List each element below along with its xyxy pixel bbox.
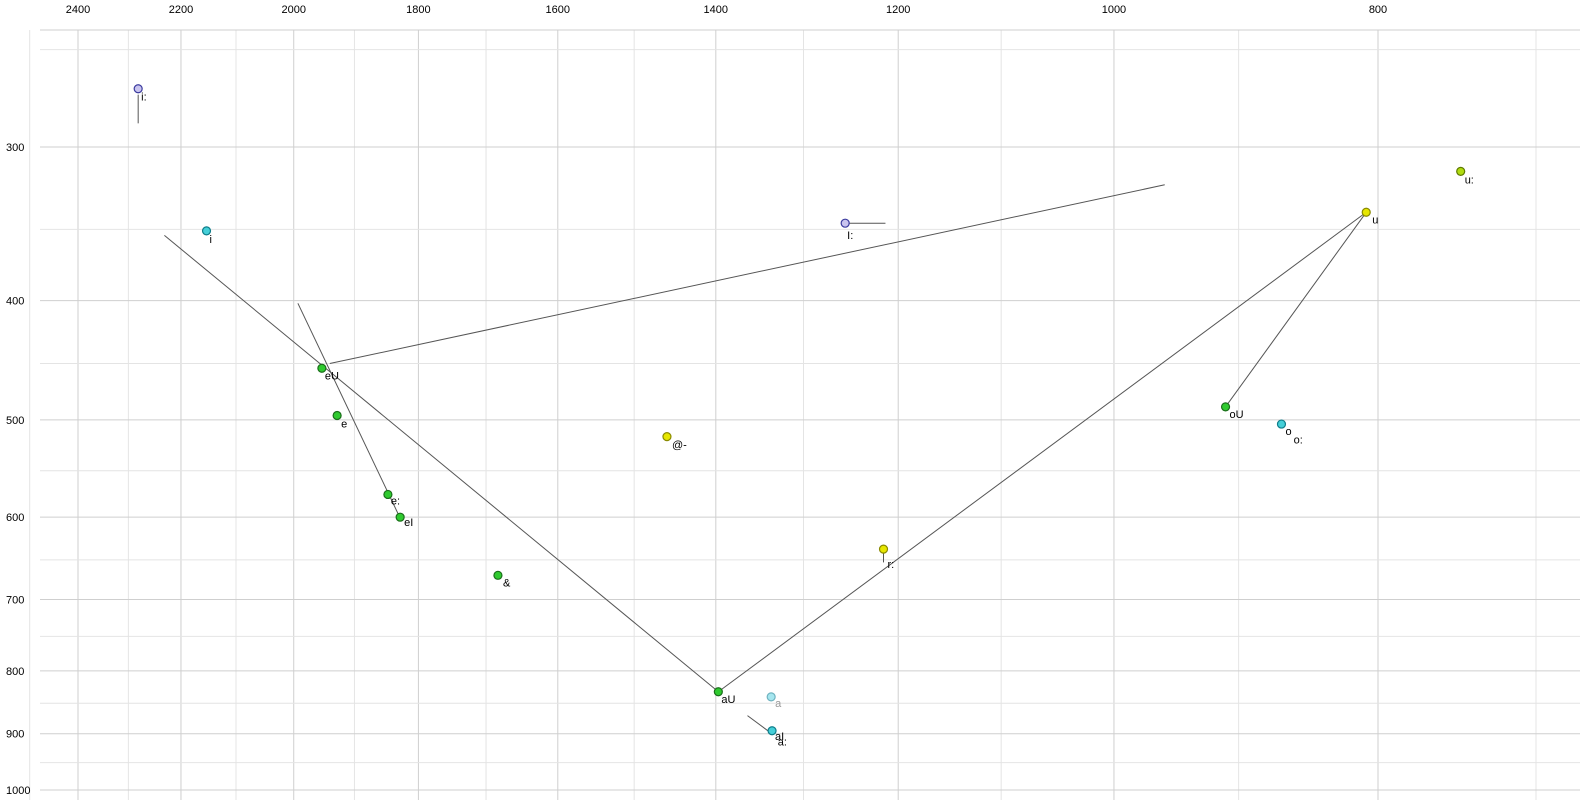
vowel-label-eU: eU <box>325 370 339 382</box>
y-tick-label-600: 600 <box>6 512 24 524</box>
vowel-point-e[interactable] <box>332 410 342 421</box>
y-tick-label-1000: 1000 <box>6 785 30 797</box>
vowel-label-i: i <box>210 234 212 246</box>
vowel-label-I:: I: <box>847 230 853 242</box>
y-tick-label-800: 800 <box>6 666 24 678</box>
vowel-label-aI: aI <box>775 731 784 743</box>
vowel-point-aU[interactable] <box>713 687 723 697</box>
vowel-label-o: o <box>1285 426 1291 438</box>
vowel-label-aU: aU <box>721 694 735 706</box>
vowel-label-o:: o: <box>1294 435 1303 447</box>
vowel-point-eI[interactable] <box>395 512 405 522</box>
vowel-point-r:[interactable] <box>878 544 889 554</box>
x-tick-label-2000: 2000 <box>282 4 306 16</box>
segment-eI-onglide-trajectory <box>297 303 400 516</box>
vowel-point-@-[interactable] <box>662 432 672 442</box>
x-tick-label-2400: 2400 <box>66 4 90 16</box>
segment-front-closing-trajectory <box>164 235 719 693</box>
vowel-point-eU[interactable] <box>317 363 327 373</box>
y-tick-label-900: 900 <box>6 729 24 741</box>
segment-eU-offglide-trajectory <box>329 184 1165 365</box>
vowel-label-e:: e: <box>391 495 400 507</box>
x-tick-label-1200: 1200 <box>886 4 910 16</box>
vowel-label-&: & <box>503 577 511 589</box>
x-tick-label-1400: 1400 <box>704 4 728 16</box>
y-tick-label-300: 300 <box>6 142 24 154</box>
vowel-label-@-: @- <box>672 440 687 452</box>
x-tick-label-1600: 1600 <box>546 4 570 16</box>
vowel-point-oU[interactable] <box>1220 402 1231 412</box>
vowel-label-i:: i: <box>141 92 147 104</box>
vowel-label-oU: oU <box>1230 409 1244 421</box>
segment-aU-offglide-trajectory <box>718 211 1367 693</box>
x-tick-label-2200: 2200 <box>169 4 193 16</box>
segment-aI-onglide-tail <box>747 715 770 733</box>
vowel-label-u: u <box>1372 214 1378 226</box>
x-tick-label-1000: 1000 <box>1102 4 1126 16</box>
vowel-label-a: a <box>775 698 782 710</box>
vowel-point-i:[interactable] <box>133 84 143 94</box>
vowel-point-I:[interactable] <box>840 218 850 228</box>
vowel-point-o[interactable] <box>1276 419 1287 429</box>
vowel-point-i[interactable] <box>201 226 212 236</box>
vowel-point-a[interactable] <box>766 692 776 702</box>
vowel-point-u[interactable] <box>1361 207 1371 217</box>
vowel-point-aI[interactable] <box>767 726 777 736</box>
vowel-point-e:[interactable] <box>383 489 393 500</box>
y-tick-label-400: 400 <box>6 296 24 308</box>
vowel-label-u:: u: <box>1465 174 1474 186</box>
y-tick-label-500: 500 <box>6 415 24 427</box>
vowel-point-&[interactable] <box>493 570 503 580</box>
segment-oU-offglide-trajectory <box>1225 211 1367 408</box>
y-tick-label-700: 700 <box>6 595 24 607</box>
x-tick-label-800: 800 <box>1369 4 1387 16</box>
vowel-label-r:: r: <box>888 559 895 571</box>
vowel-label-e: e <box>341 419 347 431</box>
vowel-point-u:[interactable] <box>1456 166 1466 176</box>
vowel-label-a:: a: <box>778 737 787 749</box>
x-tick-label-1800: 1800 <box>406 4 430 16</box>
vowel-label-eI: eI <box>404 517 413 529</box>
